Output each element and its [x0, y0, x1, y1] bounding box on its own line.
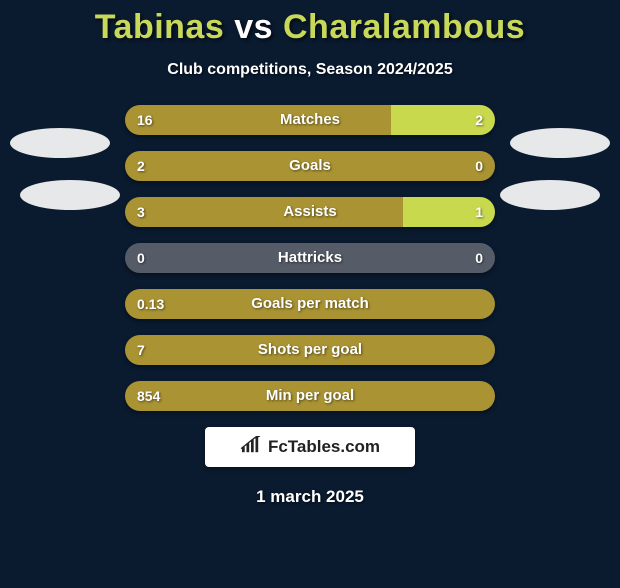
stat-label: Assists	[125, 197, 495, 227]
snapshot-date: 1 march 2025	[0, 487, 620, 507]
decor-ellipse	[500, 180, 600, 210]
stat-row: 854Min per goal	[125, 381, 495, 411]
player1-name: Tabinas	[95, 8, 224, 46]
stat-row: 7Shots per goal	[125, 335, 495, 365]
subtitle: Club competitions, Season 2024/2025	[0, 61, 620, 79]
chart-icon	[240, 436, 262, 459]
source-badge[interactable]: FcTables.com	[205, 427, 415, 467]
stat-label: Goals	[125, 151, 495, 181]
stat-label: Hattricks	[125, 243, 495, 273]
player2-name: Charalambous	[283, 8, 525, 46]
stats-comparison-chart: 162Matches 20Goals 31Assists 00Hattricks 0.1…	[125, 105, 495, 411]
stat-label: Matches	[125, 105, 495, 135]
stat-label: Goals per match	[125, 289, 495, 319]
stat-row: 20Goals	[125, 151, 495, 181]
source-badge-text: FcTables.com	[268, 437, 380, 457]
decor-ellipse	[510, 128, 610, 158]
stat-row: 162Matches	[125, 105, 495, 135]
decor-ellipse	[20, 180, 120, 210]
stat-label: Min per goal	[125, 381, 495, 411]
decor-ellipse	[10, 128, 110, 158]
stat-row: 31Assists	[125, 197, 495, 227]
stat-row: 00Hattricks	[125, 243, 495, 273]
stat-label: Shots per goal	[125, 335, 495, 365]
comparison-title: Tabinas vs Charalambous	[0, 8, 620, 47]
stat-row: 0.13Goals per match	[125, 289, 495, 319]
vs-label: vs	[234, 8, 273, 46]
